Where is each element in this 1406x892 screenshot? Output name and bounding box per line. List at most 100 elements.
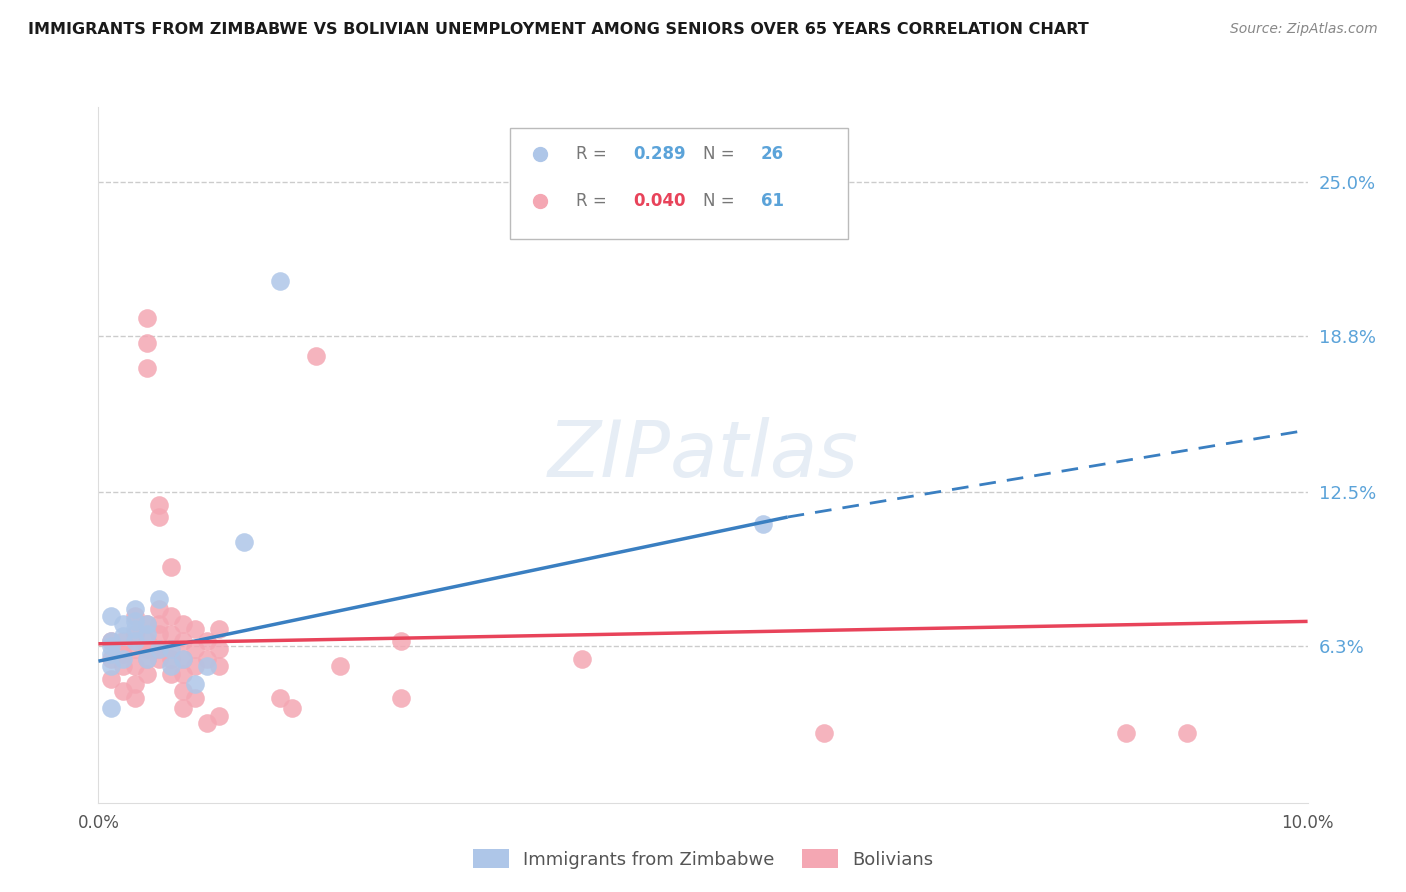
Point <box>100 659 122 673</box>
Point <box>100 672 122 686</box>
Point <box>389 691 412 706</box>
Point <box>195 716 218 731</box>
Point <box>184 691 207 706</box>
Point <box>184 641 207 656</box>
Point <box>389 634 412 648</box>
FancyBboxPatch shape <box>509 128 848 239</box>
Point <box>160 651 183 665</box>
Point <box>172 666 194 681</box>
Point <box>195 659 218 673</box>
Text: IMMIGRANTS FROM ZIMBABWE VS BOLIVIAN UNEMPLOYMENT AMONG SENIORS OVER 65 YEARS CO: IMMIGRANTS FROM ZIMBABWE VS BOLIVIAN UNE… <box>28 22 1088 37</box>
Point <box>124 634 146 648</box>
Point <box>160 609 183 624</box>
Point <box>111 647 134 661</box>
Point <box>208 659 231 673</box>
Point <box>172 634 194 648</box>
Point <box>111 651 134 665</box>
Point <box>148 641 170 656</box>
Point <box>124 691 146 706</box>
Point <box>124 659 146 673</box>
Point <box>100 639 122 653</box>
Point <box>124 641 146 656</box>
Point <box>135 651 157 665</box>
Text: 61: 61 <box>761 192 785 210</box>
Point <box>111 629 134 643</box>
Point <box>148 498 170 512</box>
Point <box>172 684 194 698</box>
Point <box>184 676 207 690</box>
Point <box>1175 726 1198 740</box>
Point <box>124 627 146 641</box>
Point <box>160 627 183 641</box>
Point <box>160 641 183 656</box>
Point <box>148 602 170 616</box>
Point <box>305 349 328 363</box>
Text: 26: 26 <box>761 145 785 163</box>
Point <box>208 641 231 656</box>
Point <box>135 634 157 648</box>
Point <box>281 701 304 715</box>
Point <box>752 517 775 532</box>
Point <box>148 592 170 607</box>
Point <box>100 634 122 648</box>
Point <box>148 641 170 656</box>
Point <box>135 311 157 326</box>
Point <box>172 616 194 631</box>
Point <box>172 701 194 715</box>
Point <box>184 659 207 673</box>
Point <box>124 609 146 624</box>
Point <box>124 676 146 690</box>
Point <box>172 651 194 665</box>
Point <box>135 616 157 631</box>
Point <box>571 651 593 665</box>
Point <box>160 559 183 574</box>
Point <box>135 627 157 641</box>
Point <box>100 701 122 715</box>
Point <box>160 666 183 681</box>
Point <box>135 336 157 351</box>
Point <box>184 622 207 636</box>
Text: 0.040: 0.040 <box>633 192 685 210</box>
Point <box>208 708 231 723</box>
Point <box>124 602 146 616</box>
Legend: Immigrants from Zimbabwe, Bolivians: Immigrants from Zimbabwe, Bolivians <box>467 844 939 874</box>
Point <box>135 666 157 681</box>
Point <box>100 634 122 648</box>
Point <box>111 684 134 698</box>
Point <box>135 616 157 631</box>
Point <box>160 641 183 656</box>
Point <box>135 361 157 376</box>
Point <box>135 641 157 656</box>
Point <box>124 622 146 636</box>
Point <box>195 634 218 648</box>
Point <box>148 616 170 631</box>
Point <box>269 274 291 288</box>
Text: N =: N = <box>703 192 740 210</box>
Text: Source: ZipAtlas.com: Source: ZipAtlas.com <box>1230 22 1378 37</box>
Point <box>111 616 134 631</box>
Text: 0.289: 0.289 <box>633 145 686 163</box>
Point <box>100 651 122 665</box>
Point <box>269 691 291 706</box>
Point <box>1115 726 1137 740</box>
Point <box>111 634 134 648</box>
Text: ZIPatlas: ZIPatlas <box>547 417 859 493</box>
Point <box>111 659 134 673</box>
Point <box>148 651 170 665</box>
Point <box>100 647 122 661</box>
Text: R =: R = <box>576 192 612 210</box>
Point <box>148 510 170 524</box>
Text: N =: N = <box>703 145 740 163</box>
Point <box>195 651 218 665</box>
Point <box>208 622 231 636</box>
Y-axis label: Unemployment Among Seniors over 65 years: Unemployment Among Seniors over 65 years <box>0 266 8 644</box>
Point <box>100 609 122 624</box>
Point <box>124 615 146 629</box>
Point <box>172 651 194 665</box>
Point <box>135 651 157 665</box>
Point <box>148 627 170 641</box>
Point <box>160 659 183 673</box>
Text: R =: R = <box>576 145 612 163</box>
Point <box>813 726 835 740</box>
Point <box>329 659 352 673</box>
